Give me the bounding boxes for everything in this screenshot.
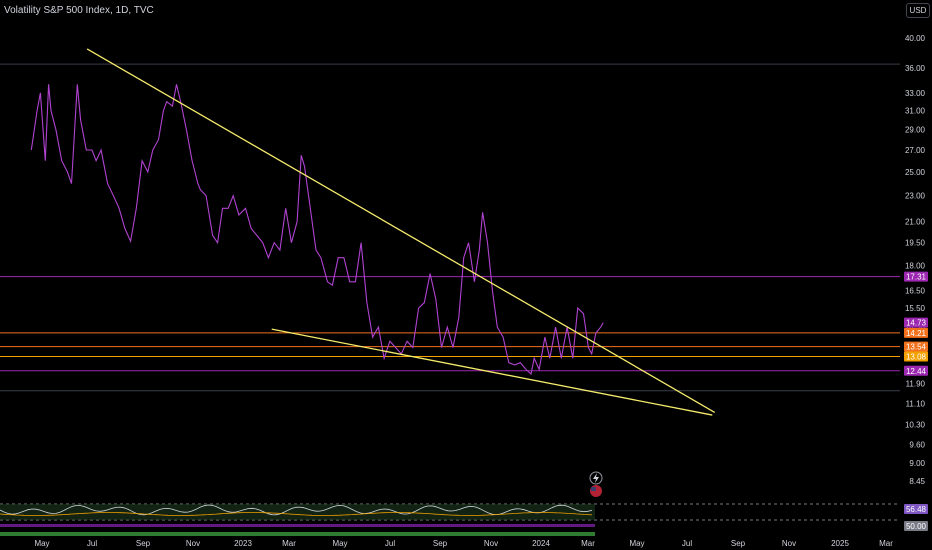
price-tick: 40.00 — [905, 34, 926, 43]
rsi-level-label: 56.48 — [906, 505, 927, 514]
lightning-icon — [593, 473, 599, 483]
time-tick: Nov — [186, 539, 200, 548]
rsi-signal-line — [0, 512, 593, 516]
rsi-line — [0, 504, 593, 516]
price-line — [30, 84, 604, 376]
price-tick: 36.00 — [905, 64, 926, 73]
price-tick: 9.60 — [909, 441, 925, 450]
price-tick: 18.00 — [905, 262, 926, 271]
price-tick: 27.00 — [905, 146, 926, 155]
trendline — [86, 48, 716, 413]
time-tick: Jul — [87, 539, 97, 548]
price-tick: 11.90 — [906, 379, 926, 388]
time-tick: Mar — [581, 539, 595, 548]
time-tick: Mar — [879, 539, 893, 548]
level-price-label-bg — [904, 365, 928, 376]
price-tick: 9.00 — [909, 459, 925, 468]
price-axis: 40.00 36.00 33.00 31.00 29.00 27.00 25.00 23.00… — [905, 34, 926, 486]
price-tick: 33.00 — [905, 89, 926, 98]
level-price-label-bg — [904, 271, 928, 282]
time-tick: May — [629, 539, 644, 548]
time-tick: Jul — [682, 539, 692, 548]
price-tick: 16.50 — [905, 286, 926, 295]
rsi-fill — [0, 504, 595, 520]
level-price-label: 14.21 — [906, 329, 927, 338]
rsi-pane: 56.48 50.00 — [0, 503, 928, 536]
time-tick: Jul — [385, 539, 395, 548]
level-price-label: 12.44 — [906, 367, 927, 376]
time-tick: May — [34, 539, 49, 548]
rsi-level-label: 50.00 — [906, 522, 927, 531]
time-tick: Nov — [782, 539, 796, 548]
horizontal-levels — [0, 63, 900, 392]
time-tick: 2023 — [234, 539, 252, 548]
price-tick: 8.45 — [909, 477, 925, 486]
currency-button[interactable]: USD — [906, 3, 930, 18]
last-price-label: 14.73 — [906, 319, 927, 328]
price-tick: 31.00 — [905, 107, 926, 116]
level-price-label: 13.54 — [906, 343, 927, 352]
level-price-label: 17.31 — [906, 273, 927, 282]
level-price-label: 13.08 — [906, 353, 927, 362]
time-tick: Mar — [282, 539, 296, 548]
time-tick: 2025 — [831, 539, 849, 548]
level-price-label-bg — [904, 327, 928, 338]
last-price-label-bg — [904, 317, 928, 328]
trendline — [271, 328, 713, 416]
rsi-label-bg — [904, 504, 928, 514]
time-tick: Sep — [136, 539, 151, 548]
trendlines — [86, 48, 716, 416]
price-tick: 15.50 — [905, 304, 926, 313]
price-tick: 11.10 — [906, 399, 926, 408]
price-tick: 10.30 — [905, 421, 926, 430]
price-tick: 19.50 — [905, 239, 926, 248]
price-tick: 29.00 — [905, 126, 926, 135]
rsi-green-band — [0, 532, 595, 536]
rsi-label-bg — [904, 521, 928, 531]
event-icons[interactable] — [589, 471, 603, 497]
level-price-label-bg — [904, 341, 928, 352]
price-tick: 25.00 — [905, 168, 926, 177]
time-tick: Sep — [731, 539, 746, 548]
rsi-purple-band — [0, 524, 595, 527]
flag-canton — [591, 487, 596, 491]
time-tick: Nov — [484, 539, 498, 548]
price-tick: 21.00 — [905, 218, 926, 227]
price-tick: 23.00 — [905, 192, 926, 201]
time-tick: May — [332, 539, 347, 548]
price-series — [30, 84, 604, 376]
chart-title: Volatility S&P 500 Index, 1D, TVC — [4, 5, 154, 16]
time-tick: Sep — [433, 539, 448, 548]
flash-event-icon[interactable] — [589, 471, 603, 485]
level-price-label-bg — [904, 351, 928, 362]
time-axis: May Jul Sep Nov 2023 Mar May Jul Sep Nov 2024 Mar Ma… — [34, 539, 893, 548]
time-tick: 2024 — [532, 539, 550, 548]
